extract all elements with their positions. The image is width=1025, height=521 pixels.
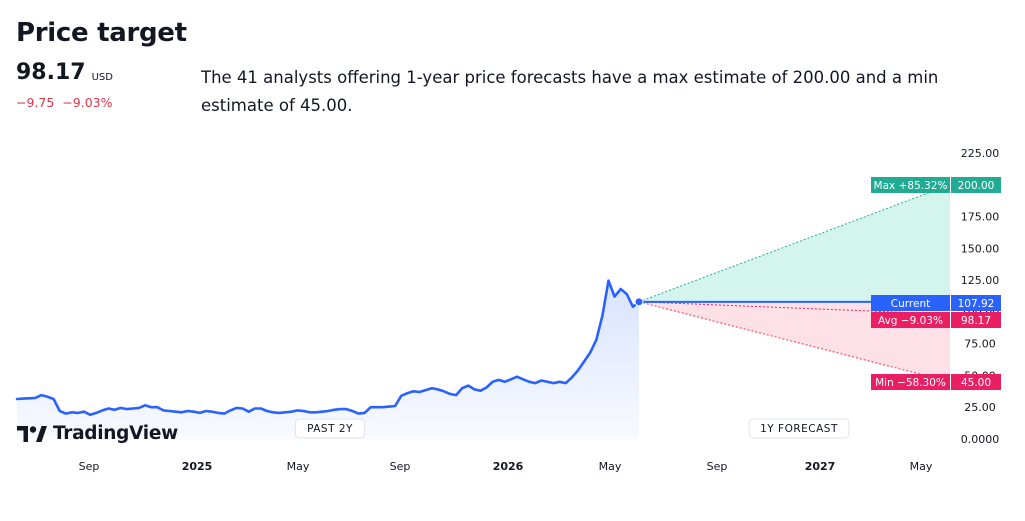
forecast-summary: The 41 analysts offering 1-year price fo… <box>201 68 939 115</box>
price-axis-tick: 125.00 <box>961 274 1000 287</box>
price-axis-tick: 225.00 <box>961 147 1000 160</box>
time-axis-tick: Sep <box>79 460 100 473</box>
max-tag-value: 200.00 <box>958 180 995 192</box>
currency-label: USD <box>91 72 113 83</box>
avg-tag: Avg −9.03% 98.17 <box>871 312 1001 328</box>
current-tag-label-bg <box>871 295 950 311</box>
min-tag: Min −58.30% 45.00 <box>871 374 1001 390</box>
max-tag-value-bg <box>951 177 1001 193</box>
current-tag-label: Current <box>891 298 930 310</box>
price-change: −9.75 −9.03% <box>16 95 113 110</box>
avg-tag-value: 98.17 <box>961 315 991 327</box>
past-period-pill-label: PAST 2Y <box>307 423 353 435</box>
time-axis-tick: May <box>599 460 622 473</box>
time-axis-tick: 2027 <box>805 460 836 473</box>
price-axis-tick: 150.00 <box>961 242 1000 255</box>
price-axis-tick: 0.0000 <box>961 433 1000 446</box>
change-percent: −9.03% <box>62 95 113 110</box>
current-tag: Current 107.92 <box>871 295 1001 311</box>
price-block: 98.17 USD <box>16 60 113 86</box>
time-axis-tick: 2026 <box>493 460 524 473</box>
change-absolute: −9.75 <box>16 95 55 110</box>
max-forecast-line <box>638 184 951 303</box>
time-axis-tick: 2025 <box>182 460 213 473</box>
history-area <box>17 280 639 439</box>
page-title: Price target <box>16 18 187 48</box>
max-tag-label: Max +85.32% <box>874 180 948 192</box>
past-period-pill-bg <box>294 418 366 439</box>
price-axis-tick: 25.00 <box>964 401 996 414</box>
history-line <box>15 279 641 417</box>
forecast-period-pill-label: 1Y FORECAST <box>760 423 838 435</box>
forecast-period-pill: 1Y FORECAST <box>748 418 850 439</box>
time-axis-tick: May <box>910 460 933 473</box>
max-tag-label-bg <box>871 177 950 193</box>
avg-tag-label-bg <box>871 312 950 328</box>
current-tag-value: 107.92 <box>958 298 995 310</box>
min-tag-value: 45.00 <box>961 377 991 389</box>
min-tag-value-bg <box>951 374 1001 390</box>
min-forecast-line <box>638 301 951 383</box>
time-axis-tick: Sep <box>390 460 411 473</box>
current-tag-value-bg <box>951 295 1001 311</box>
past-period-pill: PAST 2Y <box>294 418 366 439</box>
max-tag: Max +85.32% 200.00 <box>871 177 1001 193</box>
price-axis-tick: 175.00 <box>961 211 1000 224</box>
time-axis-tick: May <box>287 460 310 473</box>
forecast-period-pill-bg <box>748 418 850 439</box>
min-tag-label: Min −58.30% <box>875 377 946 389</box>
current-price-marker <box>634 297 644 307</box>
tradingview-logo-text: TradingView <box>53 423 178 444</box>
tradingview-logo[interactable]: TradingView <box>17 423 178 444</box>
time-axis-tick: Sep <box>707 460 728 473</box>
tradingview-logo-icon <box>17 424 47 444</box>
avg-tag-label: Avg −9.03% <box>878 315 943 327</box>
price-target-value: 98.17 <box>16 60 86 85</box>
min-tag-label-bg <box>871 374 950 390</box>
avg-tag-value-bg <box>951 312 1001 328</box>
price-axis-tick: 75.00 <box>964 338 996 351</box>
